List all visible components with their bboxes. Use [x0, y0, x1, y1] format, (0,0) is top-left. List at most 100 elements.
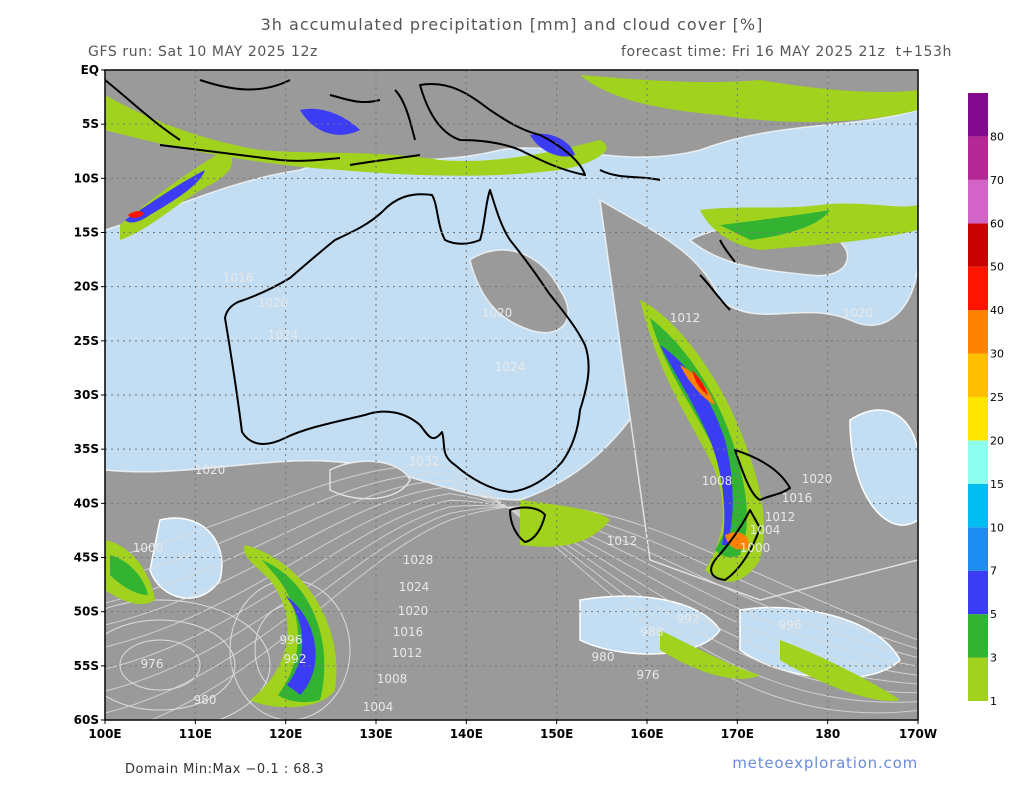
isobar-label: 996 [280, 633, 303, 647]
colorbar-segment [968, 527, 988, 571]
coastline [599, 169, 661, 181]
clear-patch [579, 595, 721, 655]
isobar-label: 980 [592, 650, 615, 664]
coastline [710, 509, 761, 581]
lat-tick-label: 30S [74, 388, 99, 402]
coastline [199, 79, 416, 141]
map-area: 1016 1020 1024 1020 1024 1032 1020 1028 1024 1020… [105, 70, 918, 720]
lat-tick-label: 55S [74, 659, 99, 673]
isobar-label: 980 [194, 693, 217, 707]
colorbar-label: 60 [990, 217, 1004, 230]
isobar-label: 992 [677, 612, 700, 626]
credit: meteoexploration.com [732, 754, 918, 772]
lat-tick-label: 35S [74, 442, 99, 456]
coastline [699, 239, 736, 311]
colorbar-label: 25 [990, 391, 1004, 404]
isobar-label: 1020 [802, 472, 833, 486]
isobar [105, 479, 918, 694]
isobar-label: 1020 [258, 296, 289, 310]
domain-minmax: Domain Min:Max −0.1 : 68.3 [125, 762, 324, 777]
isobar-label: 1020 [195, 463, 226, 477]
isobar-label: 1020 [482, 306, 513, 320]
isobar-label: 1008 [702, 474, 733, 488]
precip-band [300, 108, 360, 135]
isobar-label: 1020 [398, 604, 429, 618]
isobar-label: 976 [637, 668, 660, 682]
precip-band [105, 95, 607, 176]
lat-tick-label: 60S [74, 713, 99, 727]
lat-tick-label: 15S [74, 226, 99, 240]
run-label: GFS run: Sat 10 MAY 2025 12z [88, 44, 318, 60]
coastline [224, 189, 590, 493]
coastline [419, 83, 586, 176]
isobar-label: 1020 [843, 306, 874, 320]
isobar-label: 1016 [393, 625, 424, 639]
colorbar-segment [968, 614, 988, 658]
isobar-label: 1024 [495, 360, 526, 374]
precip-band [660, 630, 760, 679]
colorbar-segment [968, 657, 988, 701]
colorbar-label: 40 [990, 304, 1004, 317]
isobar [105, 506, 918, 714]
colorbar-segment [968, 353, 988, 397]
lon-tick-label: 150E [540, 727, 573, 741]
isobar-label: 1012 [670, 311, 701, 325]
isobar [105, 619, 236, 711]
colorbar-segment [968, 440, 988, 484]
isobar [105, 493, 918, 676]
isobar-label: 1012 [765, 510, 796, 524]
isobar-label: 1024 [268, 328, 299, 342]
colorbar-label: 3 [990, 652, 997, 665]
isobar [119, 639, 201, 691]
colorbar-segment [968, 223, 988, 267]
lon-tick-label: 130E [359, 727, 392, 741]
title: 3h accumulated precipitation [mm] and cl… [261, 15, 764, 34]
coastline [734, 449, 791, 501]
precip-band [780, 640, 900, 701]
lat-tick-label: 20S [74, 280, 99, 294]
colorbar-label: 20 [990, 434, 1004, 447]
lon-tick-label: 170W [899, 727, 937, 741]
precip-band [110, 555, 148, 595]
isobar [105, 505, 918, 692]
colorbar-segment [968, 266, 988, 311]
colorbar-segment [968, 397, 988, 441]
lat-tick-label: 50S [74, 605, 99, 619]
coastline [509, 506, 546, 543]
colorbar-label: 5 [990, 608, 997, 621]
isobar-label: 996 [779, 618, 802, 632]
isobar [105, 599, 271, 720]
isobar-label: 1016 [782, 491, 813, 505]
lon-tick-label: 140E [450, 727, 483, 741]
isobar-label: 988 [641, 625, 664, 639]
precip-band [128, 211, 144, 218]
precip-band [125, 170, 205, 223]
colorbar-label: 1 [990, 695, 997, 708]
isobar-label: 1024 [399, 580, 430, 594]
coastline [349, 154, 421, 166]
isobar-label: 1012 [392, 646, 423, 660]
lat-tick-label: 40S [74, 496, 99, 510]
lat-tick-label: 5S [82, 117, 99, 131]
lat-tick-label: EQ [81, 63, 99, 77]
isobar-label: 992 [284, 652, 307, 666]
isobar-label: 1004 [750, 523, 781, 537]
colorbar-segment [968, 310, 988, 354]
cloud-cover [599, 198, 918, 601]
precip-band [692, 370, 708, 395]
isobar [105, 486, 918, 685]
isobar-label: 1008 [377, 672, 408, 686]
colorbar-segment [968, 570, 988, 615]
isobar-label: 976 [141, 657, 164, 671]
colorbar-segment [968, 483, 988, 528]
lon-tick-label: 170E [721, 727, 754, 741]
isobar-label: 1004 [363, 700, 394, 714]
lon-tick-label: 100E [88, 727, 121, 741]
lon-tick-label: 160E [630, 727, 663, 741]
coastline [159, 144, 341, 162]
lon-tick-label: 120E [269, 727, 302, 741]
isobar [105, 465, 918, 714]
colorbar-label: 70 [990, 174, 1004, 187]
colorbar-label: 50 [990, 261, 1004, 274]
